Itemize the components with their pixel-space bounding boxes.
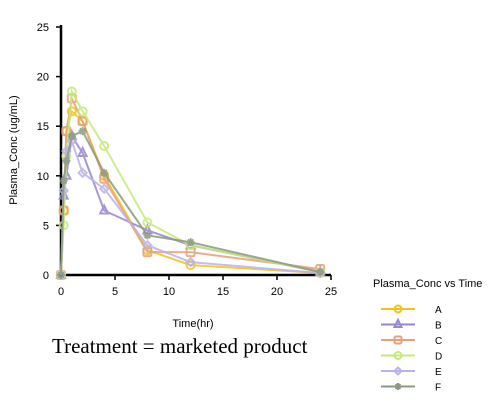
data-point-E xyxy=(185,256,197,268)
chart-caption: Treatment = marketed product xyxy=(52,334,308,358)
series-F xyxy=(57,127,325,279)
y-axis-label: Plasma_Conc (ug/mL) xyxy=(8,95,20,204)
data-point-E xyxy=(141,239,153,251)
x-tick-label: 25 xyxy=(325,286,337,298)
data-point-E xyxy=(66,135,78,147)
legend-label: D xyxy=(435,352,442,363)
data-point-F xyxy=(67,132,76,141)
legend-marker xyxy=(394,383,402,390)
y-tick-label: 5 xyxy=(43,220,49,232)
data-point-D xyxy=(142,217,153,228)
data-point-F xyxy=(316,268,325,277)
legend-item-B: B xyxy=(381,317,442,332)
legend-item-D: D xyxy=(381,351,442,363)
legend-title: Plasma_Conc vs Time xyxy=(373,278,482,290)
x-tick-label: 20 xyxy=(271,286,283,298)
data-point-E xyxy=(77,167,89,179)
chart-series-layer xyxy=(55,86,326,281)
legend-marker xyxy=(393,351,403,360)
x-tick-label: 10 xyxy=(163,286,175,298)
y-tick-label: 0 xyxy=(43,270,49,282)
data-point-F xyxy=(62,156,71,165)
legend-item-F: F xyxy=(381,383,441,394)
data-point-F xyxy=(100,168,109,177)
chart-axes: 0 5 10 15 20 25 0 5 10 15 20 25 xyxy=(37,22,337,298)
legend-label: C xyxy=(435,336,442,347)
y-tick-label: 20 xyxy=(37,72,49,84)
data-point-A xyxy=(66,106,77,117)
data-point-C xyxy=(61,126,72,137)
data-point-F xyxy=(143,231,152,240)
legend-item-A: A xyxy=(381,304,442,316)
data-point-E xyxy=(98,183,110,195)
data-point-B xyxy=(98,203,110,215)
legend-marker xyxy=(393,304,403,314)
data-point-C xyxy=(185,247,196,258)
y-tick-label: 15 xyxy=(37,121,49,133)
data-point-F xyxy=(78,127,87,136)
series-line-B xyxy=(60,133,321,276)
legend-marker xyxy=(392,317,404,328)
data-point-C xyxy=(77,116,88,127)
legend-label: A xyxy=(435,305,442,316)
series-line-E xyxy=(60,138,321,276)
legend-label: B xyxy=(435,321,442,332)
legend-marker xyxy=(393,335,403,345)
series-line-F xyxy=(60,129,321,276)
y-tick-label: 10 xyxy=(37,171,49,183)
x-tick-label: 5 xyxy=(112,286,118,298)
series-C xyxy=(56,93,326,280)
data-point-D xyxy=(77,106,88,117)
x-tick-label: 15 xyxy=(217,286,229,298)
legend-item-C: C xyxy=(381,335,442,347)
data-point-F xyxy=(57,271,65,279)
legend-label: E xyxy=(435,367,442,378)
data-point-D xyxy=(99,141,110,152)
data-point-D xyxy=(66,86,77,97)
x-axis-label: Time(hr) xyxy=(172,318,213,330)
series-line-D xyxy=(60,88,321,276)
data-point-F xyxy=(59,176,68,185)
legend-item-E: E xyxy=(381,366,442,378)
data-point-F xyxy=(186,238,195,247)
legend-marker xyxy=(393,366,403,376)
series-line-A xyxy=(60,109,321,276)
x-tick-label: 0 xyxy=(58,286,64,298)
data-point-B xyxy=(76,145,89,157)
y-tick-label: 25 xyxy=(37,22,49,34)
legend-label: F xyxy=(435,383,441,394)
